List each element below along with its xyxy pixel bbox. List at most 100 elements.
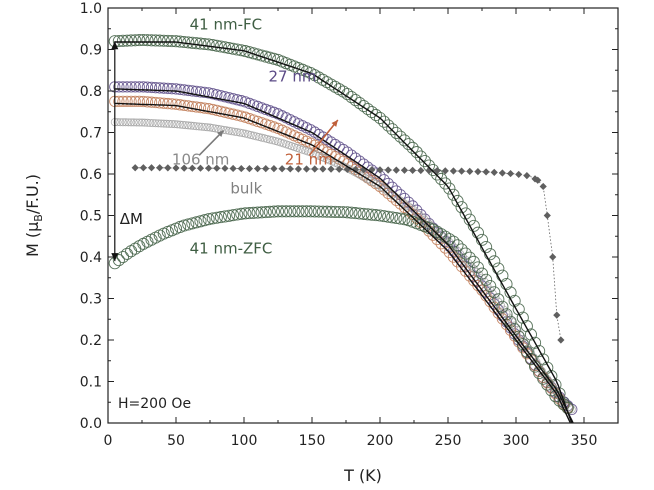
point-41-nm-fc (537, 353, 550, 366)
point-41-nm-zfc (194, 215, 207, 228)
point-41-nm-fc (357, 99, 370, 113)
point-106-nm (192, 122, 201, 131)
point-41-nm-fc (373, 111, 387, 125)
point-41-nm-zfc (520, 345, 533, 358)
point-27-nm (182, 84, 194, 97)
point-41-nm-fc (471, 226, 484, 239)
point-21-nm (133, 95, 145, 108)
bulk-point (553, 311, 561, 319)
label-106-nm: 106 nm (172, 150, 230, 168)
point-41-nm-fc (414, 150, 427, 163)
point-41-nm-fc (508, 294, 521, 307)
point-106-nm (203, 123, 212, 132)
point-41-nm-fc (533, 345, 546, 358)
point-41-nm-zfc (447, 235, 460, 248)
point-106-nm (486, 285, 495, 294)
point-41-nm-zfc (300, 205, 313, 218)
y-axis-title-sub: B (32, 214, 45, 222)
point-106-nm (195, 122, 204, 131)
point-41-nm-zfc (549, 390, 562, 403)
x-tick-label: 350 (571, 433, 598, 449)
y-tick-label: 0.9 (80, 43, 102, 59)
point-41-nm-zfc (227, 209, 240, 222)
point-106-nm (127, 118, 136, 127)
point-41-nm-fc (349, 93, 362, 107)
point-41-nm-zfc (390, 211, 403, 225)
point-41-nm-zfc (365, 208, 378, 221)
point-41-nm-fc (157, 34, 170, 47)
point-41-nm-fc (202, 38, 215, 51)
point-21-nm (129, 95, 141, 108)
point-106-nm (181, 121, 190, 130)
point-41-nm-zfc (394, 212, 407, 225)
point-41-nm-fc (443, 182, 456, 195)
point-27-nm (411, 204, 423, 216)
x-tick-label: 250 (435, 433, 462, 449)
point-106-nm (124, 118, 133, 127)
bulk-point (474, 167, 482, 176)
point-41-nm-zfc (357, 207, 370, 220)
point-21-nm (198, 102, 211, 114)
bulk-point (425, 166, 433, 175)
point-27-nm (190, 85, 203, 98)
point-41-nm-fc (169, 35, 183, 48)
point-21-nm (219, 106, 231, 118)
point-106-nm (225, 126, 234, 135)
point-41-nm-zfc (329, 205, 342, 218)
point-41-nm-zfc (471, 261, 484, 274)
bulk-point (368, 166, 376, 174)
fit-27nm-line (114, 88, 574, 424)
bulk-point (221, 164, 229, 172)
point-41-nm-fc (394, 130, 407, 143)
point-41-nm-fc (353, 96, 366, 110)
point-41-nm-fc (475, 233, 489, 246)
point-106-nm (113, 118, 122, 127)
point-106-nm (382, 186, 391, 195)
point-41-nm-zfc (488, 286, 501, 299)
x-tick-label: 300 (503, 433, 530, 449)
point-106-nm (254, 132, 263, 141)
point-106-nm (116, 118, 125, 127)
point-27-nm (141, 81, 154, 93)
bulk-point (196, 164, 205, 172)
point-21-nm (162, 97, 174, 110)
point-41-nm-zfc (480, 273, 493, 286)
point-41-nm-fc (418, 155, 431, 168)
point-41-nm-zfc (259, 206, 272, 219)
point-21-nm (137, 95, 150, 108)
bulk-point (311, 165, 319, 173)
point-106-nm (129, 118, 138, 127)
arrow-21nm (308, 119, 339, 156)
point-21-nm (186, 100, 198, 113)
point-106-nm (200, 122, 209, 131)
point-106-nm (377, 182, 386, 191)
point-106-nm (162, 119, 171, 128)
point-41-nm-zfc (190, 216, 203, 229)
point-27-nm (158, 82, 170, 94)
point-41-nm-zfc (475, 267, 489, 280)
label-bulk: bulk (230, 180, 262, 198)
point-41-nm-fc (378, 115, 391, 128)
point-106-nm (249, 131, 258, 140)
point-41-nm-fc (369, 108, 382, 122)
point-41-nm-fc (402, 138, 415, 151)
bulk-point (302, 165, 311, 173)
point-41-nm-zfc (308, 205, 321, 218)
point-106-nm (211, 124, 220, 133)
point-27-nm (117, 81, 129, 93)
fit-layer (114, 41, 574, 424)
point-41-nm-zfc (120, 247, 134, 260)
point-106-nm (238, 129, 247, 138)
field-label: H=200 Oe (118, 396, 191, 412)
point-41-nm-fc (361, 102, 374, 116)
point-41-nm-fc (492, 262, 505, 275)
bulk-point (392, 166, 400, 174)
point-106-nm (399, 198, 408, 207)
point-41-nm-zfc (112, 254, 125, 267)
series-41-nm-zfc (108, 205, 574, 415)
point-106-nm (235, 128, 244, 137)
point-27-nm (137, 81, 150, 93)
point-41-nm-zfc (214, 211, 227, 224)
point-106-nm (404, 202, 413, 211)
bulk-point (543, 211, 551, 220)
